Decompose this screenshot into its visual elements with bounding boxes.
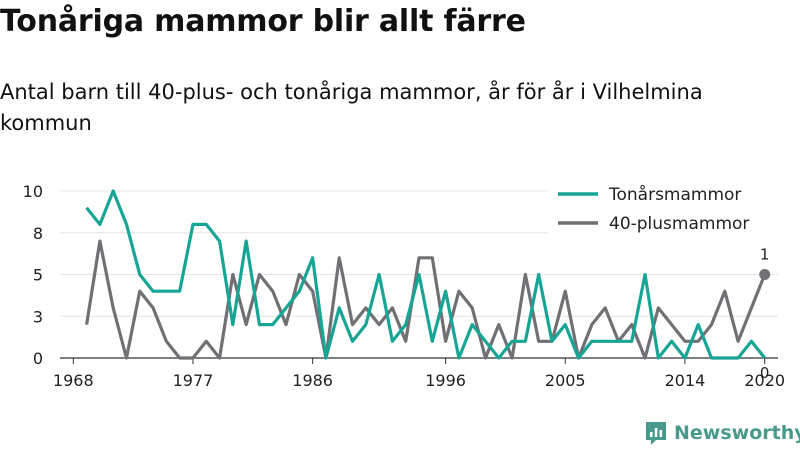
x-tick-label: 1977 (173, 371, 214, 390)
x-tick-label: 2020 (744, 371, 785, 390)
legend-label: 40-plusmammor (609, 214, 749, 234)
newsworthy-logo: Newsworthy (644, 418, 800, 448)
legend-label: Tonårsmammor (608, 184, 741, 205)
chart-subtitle: Antal barn till 40-plus- och tonåriga ma… (0, 80, 703, 135)
x-tick-label: 1968 (53, 371, 94, 390)
y-tick-label: 5 (33, 266, 43, 285)
x-tick-label: 1996 (425, 371, 466, 390)
end-label-tonarsmammor: 0 (760, 364, 770, 382)
newsworthy-logo-icon (646, 422, 666, 445)
y-tick-label: 0 (33, 349, 43, 368)
series-line-40-plusmammor (85, 239, 767, 360)
y-tick-label: 3 (33, 307, 43, 326)
chart-title: Tonåriga mammor blir allt färre (0, 4, 526, 39)
y-tick-label: 8 (33, 224, 43, 243)
x-tick-label: 1986 (292, 371, 333, 390)
legend-background (548, 180, 778, 238)
end-point-40-plusmammor (759, 269, 771, 280)
x-tick-label: 2014 (665, 371, 706, 390)
x-tick-label: 2005 (545, 371, 586, 390)
y-tick-label: 10 (23, 182, 43, 201)
newsworthy-logo-text: Newsworthy (674, 422, 800, 444)
end-label-40-plusmammor: 1 (760, 246, 770, 264)
series-line-ton-rsmammor (85, 189, 766, 360)
